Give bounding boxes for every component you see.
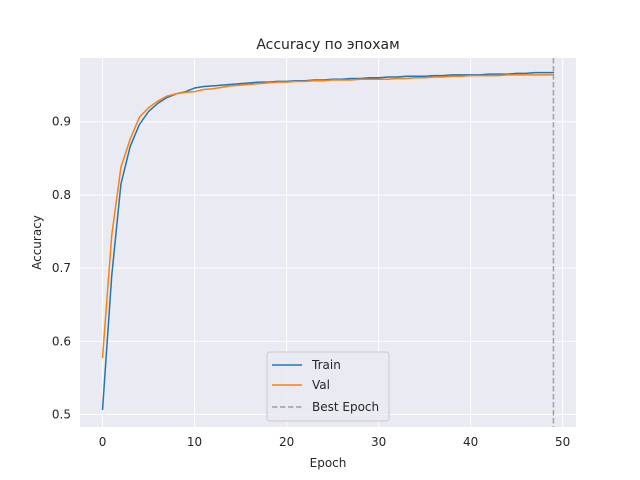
x-tick-label: 10 (187, 435, 202, 449)
legend-box (266, 351, 390, 422)
x-axis-label: Epoch (310, 456, 347, 470)
x-tick-label: 20 (279, 435, 294, 449)
series-line-val (101, 74, 555, 359)
y-tick-label: 0.9 (52, 115, 71, 129)
x-tick-label: 30 (371, 435, 386, 449)
y-axis-label: Accuracy (30, 215, 44, 270)
x-tick-labels: 0 10 20 30 40 50 (99, 435, 571, 449)
legend: Train Val Best Epoch (266, 351, 390, 422)
x-tick-label: 0 (99, 435, 107, 449)
x-tick-label: 50 (555, 435, 570, 449)
gridlines (80, 58, 576, 427)
x-tick-label: 40 (463, 435, 478, 449)
chart-title: Accuracy по эпохам (256, 37, 399, 53)
chart-marks (101, 58, 555, 427)
legend-best-epoch-label: Best Epoch (312, 400, 379, 414)
y-tick-labels: 0.5 0.6 0.7 0.8 0.9 (52, 115, 71, 422)
legend-val-label: Val (312, 378, 330, 392)
y-tick-label: 0.5 (52, 408, 71, 422)
legend-train-label: Train (311, 358, 341, 372)
y-tick-label: 0.7 (52, 261, 71, 275)
y-tick-label: 0.6 (52, 334, 71, 348)
y-tick-label: 0.8 (52, 188, 71, 202)
